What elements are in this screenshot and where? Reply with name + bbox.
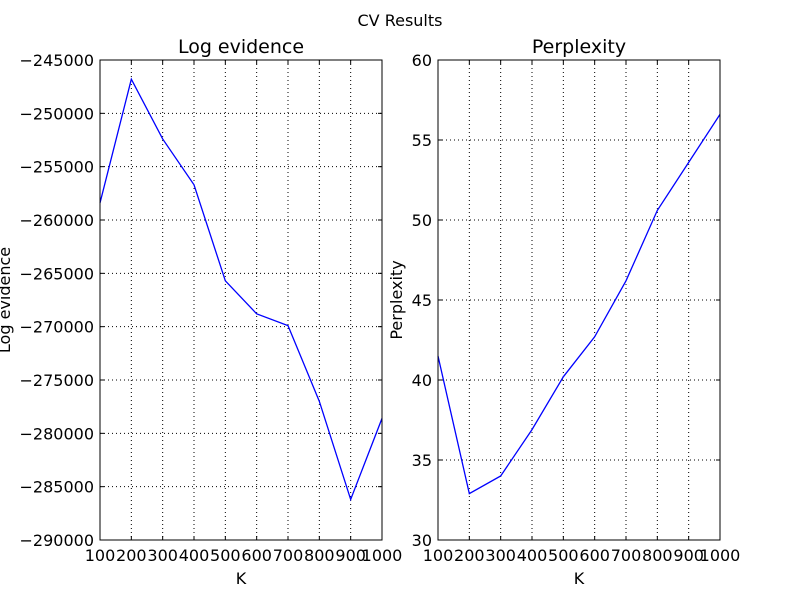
- log-evidence-ytick-label: −265000: [20, 264, 94, 283]
- log-evidence-title: Log evidence: [178, 36, 304, 58]
- perplexity-ytick-label: 60: [412, 51, 432, 70]
- perplexity-xtick-label: 200: [454, 546, 485, 565]
- perplexity-xtick-label: 500: [548, 546, 579, 565]
- perplexity-ytick-label: 35: [412, 451, 432, 470]
- perplexity-xtick-label: 700: [611, 546, 642, 565]
- log-evidence-ytick-label: −290000: [20, 531, 94, 550]
- log-evidence-ylabel: Log evidence: [0, 247, 14, 353]
- log-evidence-ytick-label: −280000: [20, 424, 94, 443]
- log-evidence-ytick-label: −250000: [20, 104, 94, 123]
- log-evidence-xlabel: K: [236, 569, 247, 588]
- log-evidence-grid: [100, 60, 382, 540]
- perplexity-xtick-label: 800: [642, 546, 673, 565]
- log-evidence-ytick-label: −285000: [20, 478, 94, 497]
- perplexity-ytick-label: 50: [412, 211, 432, 230]
- perplexity-xtick-label: 100: [423, 546, 454, 565]
- perplexity-ytick-label: 45: [412, 291, 432, 310]
- log-evidence-xtick-label: 800: [304, 546, 335, 565]
- log-evidence-xtick-label: 100: [85, 546, 116, 565]
- log-evidence-xtick-label: 500: [210, 546, 241, 565]
- perplexity-xtick-label: 900: [673, 546, 704, 565]
- log-evidence-ytick-label: −275000: [20, 371, 94, 390]
- figure-title: CV Results: [358, 11, 443, 30]
- log-evidence-ytick-label: −270000: [20, 318, 94, 337]
- log-evidence-xtick-label: 400: [179, 546, 210, 565]
- perplexity-xtick-label: 400: [517, 546, 548, 565]
- log-evidence-frame: [99, 59, 383, 541]
- perplexity-ytick-label: 30: [412, 531, 432, 550]
- log-evidence-line: [99, 77, 383, 502]
- perplexity-line: [437, 114, 721, 495]
- perplexity-xtick-label: 1000: [700, 546, 741, 565]
- log-evidence-xtick-label: 900: [335, 546, 366, 565]
- log-evidence-series: [99, 77, 383, 502]
- perplexity-grid: [438, 60, 720, 540]
- perplexity-ytick-label: 55: [412, 131, 432, 150]
- perplexity-xtick-label: 300: [485, 546, 516, 565]
- log-evidence-xtick-label: 300: [147, 546, 178, 565]
- log-evidence-xtick-label: 200: [116, 546, 147, 565]
- perplexity-xlabel: K: [574, 569, 585, 588]
- log-evidence-ytick-label: −260000: [20, 211, 94, 230]
- perplexity-ylabel: Perplexity: [387, 260, 406, 339]
- log-evidence-ytick-label: −245000: [20, 51, 94, 70]
- perplexity-xtick-label: 600: [579, 546, 610, 565]
- log-evidence-xtick-label: 1000: [362, 546, 403, 565]
- log-evidence-ytick-label: −255000: [20, 158, 94, 177]
- perplexity-ytick-label: 40: [412, 371, 432, 390]
- perplexity-title: Perplexity: [532, 36, 626, 58]
- perplexity-frame: [437, 59, 721, 541]
- log-evidence-xtick-label: 700: [273, 546, 304, 565]
- perplexity-series: [437, 114, 721, 495]
- log-evidence-xtick-label: 600: [241, 546, 272, 565]
